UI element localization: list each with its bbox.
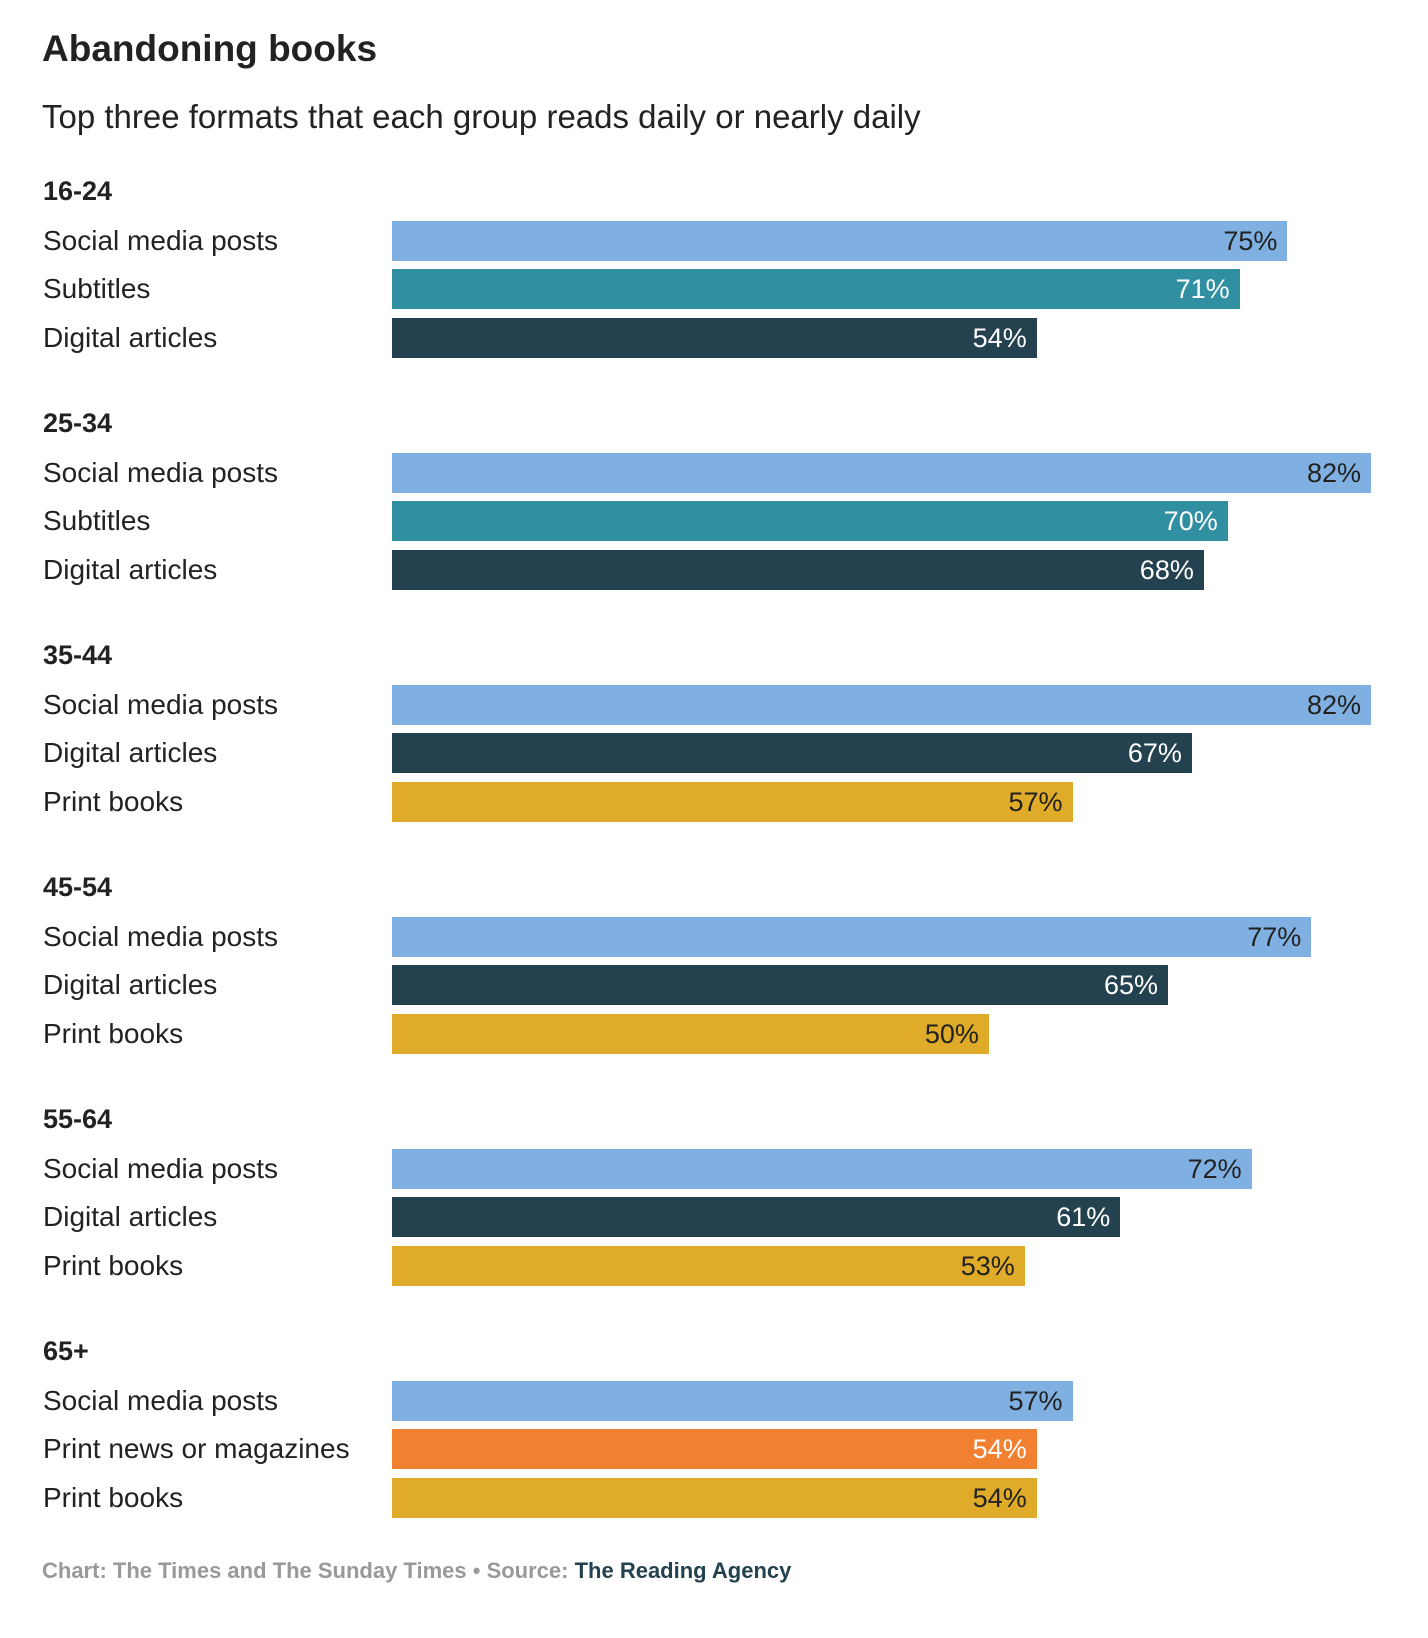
bar-label: Subtitles [43, 273, 151, 305]
bar: 72% [392, 1149, 1252, 1189]
chart-title: Abandoning books [42, 28, 378, 69]
bar-chart: 16-24 Social media posts 75% Subtitles 71% Di… [43, 176, 1371, 1518]
group-label: 65+ [43, 1336, 89, 1366]
bar: 75% [392, 221, 1288, 261]
chart-credit: Chart: The Times and The Sunday Times [42, 1558, 467, 1583]
bar: 57% [392, 1381, 1073, 1421]
bar-label: Print books [43, 785, 184, 817]
bar-label: Digital articles [43, 737, 218, 769]
bar-value-label: 75% [1223, 226, 1278, 256]
bar-value-label: 50% [924, 1018, 979, 1049]
bar-value-label: 57% [1008, 1386, 1063, 1416]
bar-label: Social media posts [43, 1385, 279, 1416]
bar: 54% [392, 317, 1037, 358]
bar-label: Print news or magazines [43, 1433, 350, 1465]
bar-label: Digital articles [43, 321, 218, 353]
bar-label: Print books [43, 1249, 184, 1281]
bar-label: Print books [43, 1481, 184, 1513]
bar: 53% [392, 1245, 1025, 1286]
bar: 82% [392, 453, 1371, 493]
bar-value-label: 82% [1306, 690, 1361, 720]
group-label: 16-24 [43, 176, 113, 206]
bar-value-label: 61% [1056, 1202, 1111, 1233]
bar-value-label: 54% [972, 1482, 1027, 1513]
bar-label: Digital articles [43, 1201, 218, 1233]
bar: 54% [392, 1429, 1037, 1470]
bar: 54% [392, 1477, 1037, 1518]
bar-value-label: 82% [1306, 458, 1361, 488]
bar-label: Social media posts [43, 689, 279, 720]
bar-label: Digital articles [43, 969, 218, 1001]
bar: 70% [392, 501, 1228, 542]
bar: 68% [392, 549, 1204, 590]
footer-separator: • [466, 1558, 487, 1583]
bar-value-label: 71% [1175, 274, 1230, 305]
bar: 67% [392, 733, 1192, 774]
group-label: 45-54 [43, 872, 113, 902]
bar-label: Subtitles [43, 505, 151, 537]
bar-value-label: 57% [1008, 786, 1063, 817]
chart-footer: Chart: The Times and The Sunday Times • … [42, 1558, 791, 1584]
bar-value-label: 54% [972, 322, 1027, 353]
bar: 82% [392, 685, 1371, 725]
bar-label: Social media posts [43, 457, 279, 488]
bar-value-label: 68% [1139, 554, 1194, 585]
source-name: The Reading Agency [574, 1558, 792, 1583]
bar-value-label: 70% [1163, 506, 1218, 537]
bar: 77% [392, 917, 1312, 957]
bar: 57% [392, 781, 1073, 822]
source-label: Source: [486, 1558, 575, 1583]
chart-subtitle: Top three formats that each group reads … [42, 98, 921, 135]
bar: 71% [392, 269, 1240, 310]
bar-label: Digital articles [43, 553, 218, 585]
bar-value-label: 72% [1187, 1154, 1242, 1184]
group-label: 35-44 [43, 640, 113, 670]
bar: 61% [392, 1197, 1121, 1238]
bar-label: Print books [43, 1017, 184, 1049]
bar-value-label: 67% [1127, 738, 1182, 769]
bar-value-label: 53% [960, 1250, 1015, 1281]
group-label: 55-64 [43, 1104, 113, 1134]
bar-value-label: 77% [1247, 922, 1302, 952]
bar-label: Social media posts [43, 921, 279, 952]
bar-value-label: 54% [972, 1434, 1027, 1465]
bar-label: Social media posts [43, 1153, 279, 1184]
bar-value-label: 65% [1103, 970, 1159, 1001]
bar-label: Social media posts [43, 225, 279, 256]
bar: 65% [392, 965, 1169, 1006]
group-label: 25-34 [43, 408, 113, 438]
bar: 50% [392, 1013, 989, 1054]
